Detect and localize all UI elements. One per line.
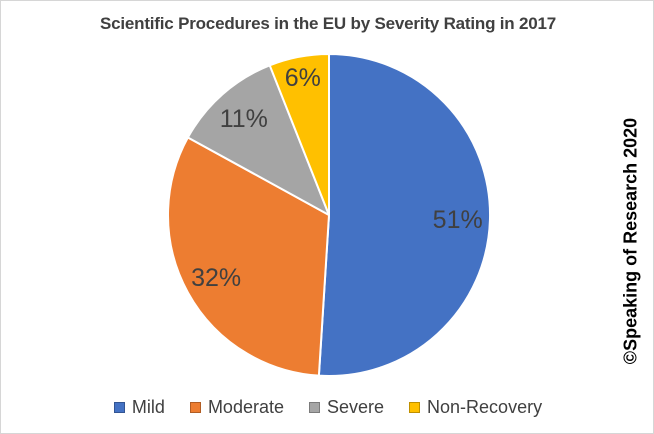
chart-title: Scientific Procedures in the EU by Sever… bbox=[99, 14, 557, 33]
data-label-mild: 51% bbox=[433, 206, 483, 234]
legend-swatch-mild bbox=[113, 402, 125, 413]
legend-label-mild: Mild bbox=[131, 397, 165, 417]
legend-item-severe: Severe bbox=[308, 397, 385, 418]
legend-swatch-non-recovery bbox=[409, 402, 421, 413]
legend-item-non-recovery: Non-Recovery bbox=[409, 397, 542, 418]
legend-swatch-moderate bbox=[189, 402, 201, 413]
pie-slice-severe bbox=[186, 64, 330, 216]
legend-label-severe: Severe bbox=[326, 397, 385, 417]
data-label-non-recovery: 6% bbox=[285, 64, 321, 92]
data-label-severe: 11% bbox=[220, 105, 268, 133]
watermark-credit: ©Speaking of Research 2020 bbox=[620, 117, 641, 365]
legend-item-moderate: Moderate bbox=[189, 397, 284, 418]
pie-slice-moderate bbox=[167, 136, 330, 377]
legend-label-non-recovery: Non-Recovery bbox=[427, 397, 543, 417]
data-label-moderate: 32% bbox=[191, 264, 241, 292]
legend-label-moderate: Moderate bbox=[207, 397, 284, 417]
pie-slice-mild bbox=[317, 53, 492, 377]
chart-legend: Mild Moderate Severe Non-Recovery bbox=[1, 397, 653, 418]
pie-slice-non-recovery bbox=[268, 53, 330, 216]
legend-swatch-severe bbox=[308, 402, 320, 413]
legend-item-mild: Mild bbox=[113, 397, 165, 418]
